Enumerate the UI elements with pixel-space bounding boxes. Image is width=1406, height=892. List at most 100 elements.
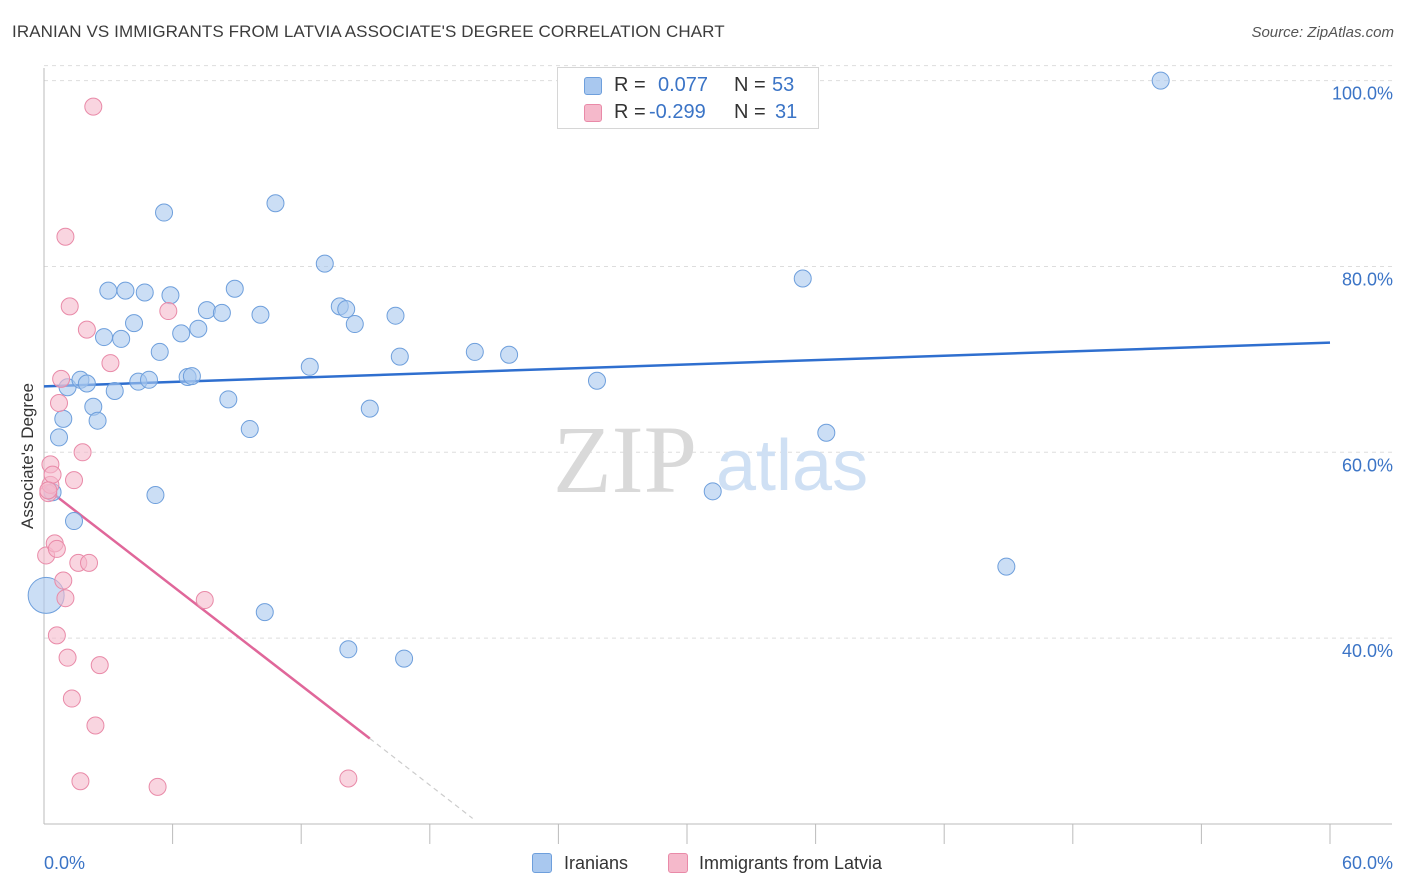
iranians-point	[182, 367, 201, 386]
iranians-point	[99, 281, 118, 300]
iranians-point	[125, 314, 144, 333]
iranians-point	[251, 305, 270, 324]
latvia-point	[54, 571, 73, 590]
iranians-point	[997, 557, 1016, 576]
stats-swatch-iranians	[584, 77, 602, 95]
y-axis-label: Associate's Degree	[18, 383, 37, 529]
stats-r-label: R =	[614, 101, 646, 123]
latvia-point	[65, 471, 84, 490]
trend-layer	[43, 341, 1331, 819]
latvia-point	[84, 97, 103, 116]
y-tick-label: 100.0%	[1332, 84, 1393, 104]
iranians-point	[465, 342, 484, 361]
iranians-point	[315, 254, 334, 273]
latvia-point	[47, 539, 66, 558]
iranians-point	[105, 381, 124, 400]
latvia-point	[62, 689, 81, 708]
latvia-point	[43, 465, 62, 484]
latvia-point	[71, 772, 90, 791]
iranians-point	[386, 306, 405, 325]
grid-layer	[44, 65, 1392, 639]
latvia-point	[39, 481, 58, 500]
iranians-point	[54, 409, 73, 428]
iranians-point	[161, 286, 180, 305]
latvia-point	[148, 777, 167, 796]
watermark-atlas: atlas	[716, 426, 868, 506]
y-tick-label: 60.0%	[1342, 455, 1393, 475]
iranians-point	[150, 342, 169, 361]
iranians-trend-line	[43, 341, 1331, 388]
latvia-point	[56, 589, 75, 608]
latvia-point	[56, 227, 75, 246]
latvia-point	[101, 354, 120, 373]
legend-swatch-latvia	[668, 853, 688, 873]
legend-swatch-iranians	[532, 853, 552, 873]
iranians-point	[500, 345, 519, 364]
tick-layer: 40.0% 60.0% 80.0% 100.0% 0.0% 60.0%	[44, 84, 1393, 873]
iranians-point	[225, 279, 244, 298]
iranians-point	[77, 374, 96, 393]
iranians-point	[146, 486, 165, 505]
latvia-point	[90, 656, 109, 675]
iranians-point	[116, 281, 135, 300]
stats-n-value: 31	[775, 101, 798, 123]
latvia-point	[73, 443, 92, 462]
stats-box: R = 0.077 N = 53 R = -0.299 N = 31	[557, 67, 819, 129]
iranians-point	[189, 319, 208, 338]
latvia-point	[50, 394, 69, 413]
iranians-point	[240, 420, 259, 439]
iranians-point	[1151, 71, 1170, 90]
iranians-point	[703, 482, 722, 501]
iranians-point	[88, 411, 107, 430]
latvia-point	[52, 369, 71, 388]
iranians-point	[337, 300, 356, 319]
iranians-point	[255, 603, 274, 622]
stats-row-latvia: R = -0.299 N = 31	[558, 101, 818, 127]
source-label: Source: ZipAtlas.com	[1251, 24, 1394, 41]
legend-label-iranians: Iranians	[564, 853, 629, 873]
latvia-point	[195, 591, 214, 610]
latvia-point	[86, 716, 105, 735]
chart-title: IRANIAN VS IMMIGRANTS FROM LATVIA ASSOCI…	[12, 22, 725, 41]
iranians-point	[135, 283, 154, 302]
iranians-point	[266, 194, 285, 213]
iranians-point	[95, 328, 114, 347]
watermark: ZIP atlas	[553, 406, 868, 513]
watermark-zip: ZIP	[553, 406, 697, 513]
stats-r-value: -0.299	[649, 101, 706, 123]
latvia-trend-extension	[369, 738, 474, 819]
iranians-point	[172, 324, 191, 343]
iranians-point	[345, 315, 364, 334]
axis-layer	[43, 68, 1392, 844]
y-tick-label: 40.0%	[1342, 641, 1393, 661]
stats-row-iranians: R = 0.077 N = 53	[558, 74, 818, 100]
latvia-trend-line	[43, 485, 371, 740]
latvia-point	[159, 302, 178, 321]
iranians-point	[390, 347, 409, 366]
iranians-point	[339, 640, 358, 659]
stats-r-value: 0.077	[658, 74, 709, 96]
iranians-point	[395, 649, 414, 668]
iranians-point	[212, 303, 231, 322]
iranians-point	[817, 423, 836, 442]
latvia-point	[77, 320, 96, 339]
stats-n-value: 53	[772, 74, 795, 96]
iranians-point	[793, 269, 812, 288]
latvia-point	[58, 648, 77, 667]
iranians-point	[112, 329, 131, 348]
latvia-point	[47, 626, 66, 645]
x-tick-label: 60.0%	[1342, 853, 1393, 873]
iranians-point	[50, 428, 69, 447]
latvia-point	[339, 769, 358, 788]
iranians-point	[65, 512, 84, 531]
iranians-point	[155, 203, 174, 222]
stats-r-label: R =	[614, 74, 646, 96]
iranians-point	[587, 371, 606, 390]
points-layer	[27, 71, 1170, 796]
stats-swatch-latvia	[584, 104, 602, 122]
legend-label-latvia: Immigrants from Latvia	[699, 853, 883, 873]
stats-n-label: N =	[734, 101, 766, 123]
latvia-point	[80, 553, 99, 572]
iranians-point	[140, 370, 159, 389]
